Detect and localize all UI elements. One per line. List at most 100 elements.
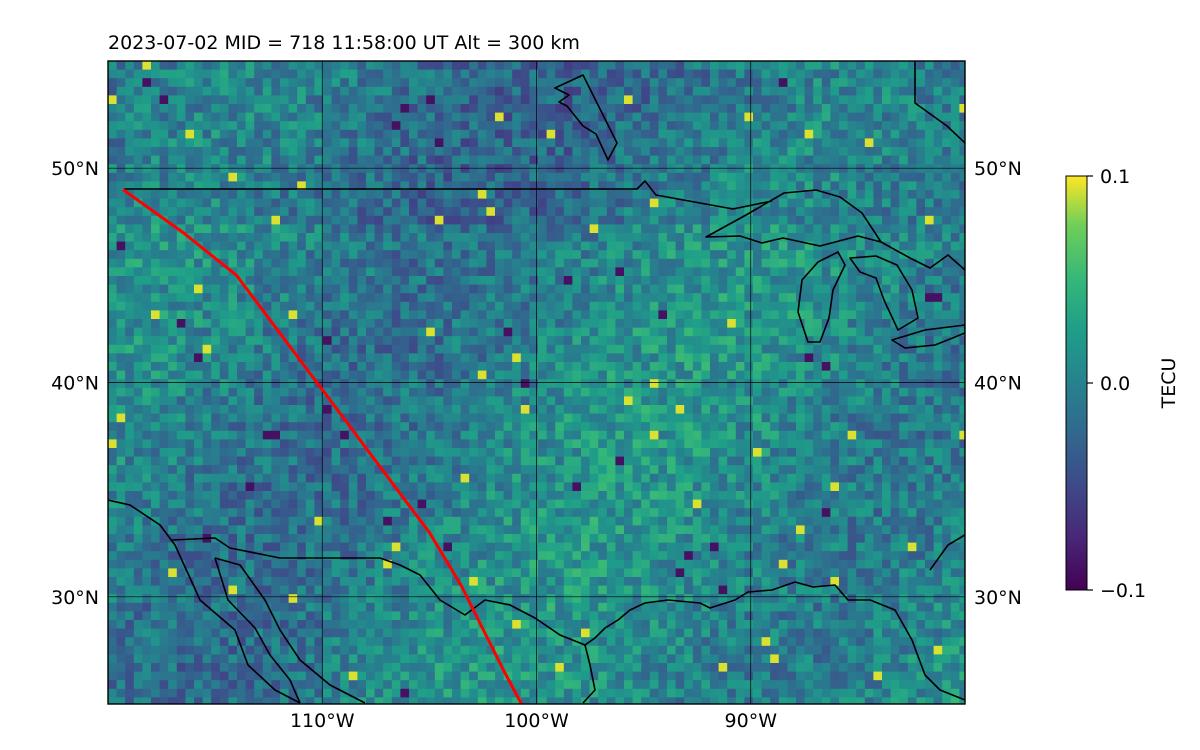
tec-cell — [813, 456, 823, 466]
tec-cell — [254, 456, 264, 466]
tec-cell — [710, 319, 719, 328]
tec-cell — [133, 276, 143, 285]
tec-cell — [890, 284, 900, 294]
tec-cell — [503, 370, 513, 380]
tec-cell — [873, 164, 883, 174]
tec-cell — [314, 129, 324, 139]
tec-cell — [864, 258, 874, 268]
tec-cell — [821, 190, 831, 199]
tec-cell — [262, 301, 272, 311]
tec-cell — [477, 379, 487, 389]
tec-cell — [572, 405, 582, 414]
tec-cell — [667, 353, 676, 363]
tec-cell — [417, 207, 427, 217]
tec-cell — [374, 362, 384, 371]
tec-cell — [735, 155, 745, 165]
tec-cell — [133, 456, 143, 466]
tec-cell — [538, 172, 547, 182]
tec-cell — [323, 327, 332, 337]
tec-cell — [735, 319, 745, 328]
tec-cell — [297, 405, 307, 414]
tec-cell — [314, 78, 324, 88]
tec-cell — [271, 310, 281, 320]
tec-cell — [271, 396, 281, 406]
tec-cell — [280, 353, 289, 363]
tec-cell — [632, 233, 642, 242]
tec-cell — [151, 190, 160, 199]
tec-cell — [529, 293, 539, 303]
tec-cell — [744, 353, 754, 363]
tec-cell — [925, 164, 934, 174]
tec-cell — [297, 456, 307, 466]
tec-cell — [159, 396, 169, 406]
tec-cell — [563, 473, 573, 483]
tec-cell — [168, 138, 178, 148]
tec-cell — [443, 95, 453, 105]
tec-cell — [391, 129, 401, 139]
tec-cell — [133, 465, 143, 475]
tec-cell — [348, 215, 358, 225]
tec-cell — [856, 95, 866, 105]
tec-cell — [237, 430, 246, 440]
tec-cell — [151, 112, 160, 122]
tec-cell — [753, 215, 762, 225]
tec-cell — [383, 129, 393, 139]
tec-cell — [615, 473, 625, 483]
tec-cell — [933, 69, 943, 79]
tec-cell — [615, 198, 625, 208]
tec-cell — [804, 327, 814, 337]
tec-cell — [116, 129, 126, 139]
tec-cell — [641, 370, 651, 380]
tec-cell — [176, 172, 186, 182]
tec-cell — [323, 129, 332, 139]
tec-cell — [581, 147, 590, 156]
tec-cell — [469, 164, 479, 174]
tec-cell — [907, 439, 917, 449]
tec-cell — [804, 104, 814, 113]
tec-cell — [245, 465, 255, 475]
tec-cell — [942, 129, 952, 139]
tec-cell — [297, 155, 307, 165]
tec-cell — [245, 482, 255, 492]
tec-cell — [486, 327, 496, 337]
tec-cell — [701, 448, 711, 457]
tec-cell — [271, 241, 281, 251]
tec-cell — [194, 104, 203, 113]
tec-cell — [615, 439, 625, 449]
tec-cell — [211, 233, 221, 242]
tec-cell — [950, 198, 960, 208]
tec-cell — [495, 215, 504, 225]
tec-cell — [555, 276, 565, 285]
tec-cell — [839, 439, 848, 449]
tec-cell — [649, 198, 659, 208]
tec-cell — [830, 473, 840, 483]
tec-cell — [727, 190, 737, 199]
tec-cell — [890, 138, 900, 148]
tec-cell — [271, 456, 281, 466]
tec-cell — [314, 396, 324, 406]
tec-cell — [873, 413, 883, 423]
tec-cell — [202, 164, 212, 174]
tec-cell — [133, 258, 143, 268]
tec-cell — [297, 319, 307, 328]
tec-cell — [624, 276, 633, 285]
tec-cell — [469, 405, 479, 414]
tec-cell — [606, 276, 616, 285]
tec-cell — [314, 267, 324, 277]
tec-cell — [735, 61, 745, 70]
tec-cell — [271, 327, 281, 337]
tec-cell — [452, 112, 461, 122]
tec-cell — [649, 95, 659, 105]
tec-cell — [245, 181, 255, 191]
tec-cell — [142, 473, 152, 483]
tec-cell — [950, 362, 960, 371]
tec-cell — [194, 78, 203, 88]
tec-cell — [899, 121, 909, 131]
tec-cell — [176, 387, 186, 397]
tec-cell — [417, 353, 427, 363]
tec-cell — [108, 353, 117, 363]
tec-cell — [323, 86, 332, 96]
tec-cell — [159, 387, 169, 397]
tec-cell — [735, 448, 745, 457]
tec-cell — [899, 198, 909, 208]
